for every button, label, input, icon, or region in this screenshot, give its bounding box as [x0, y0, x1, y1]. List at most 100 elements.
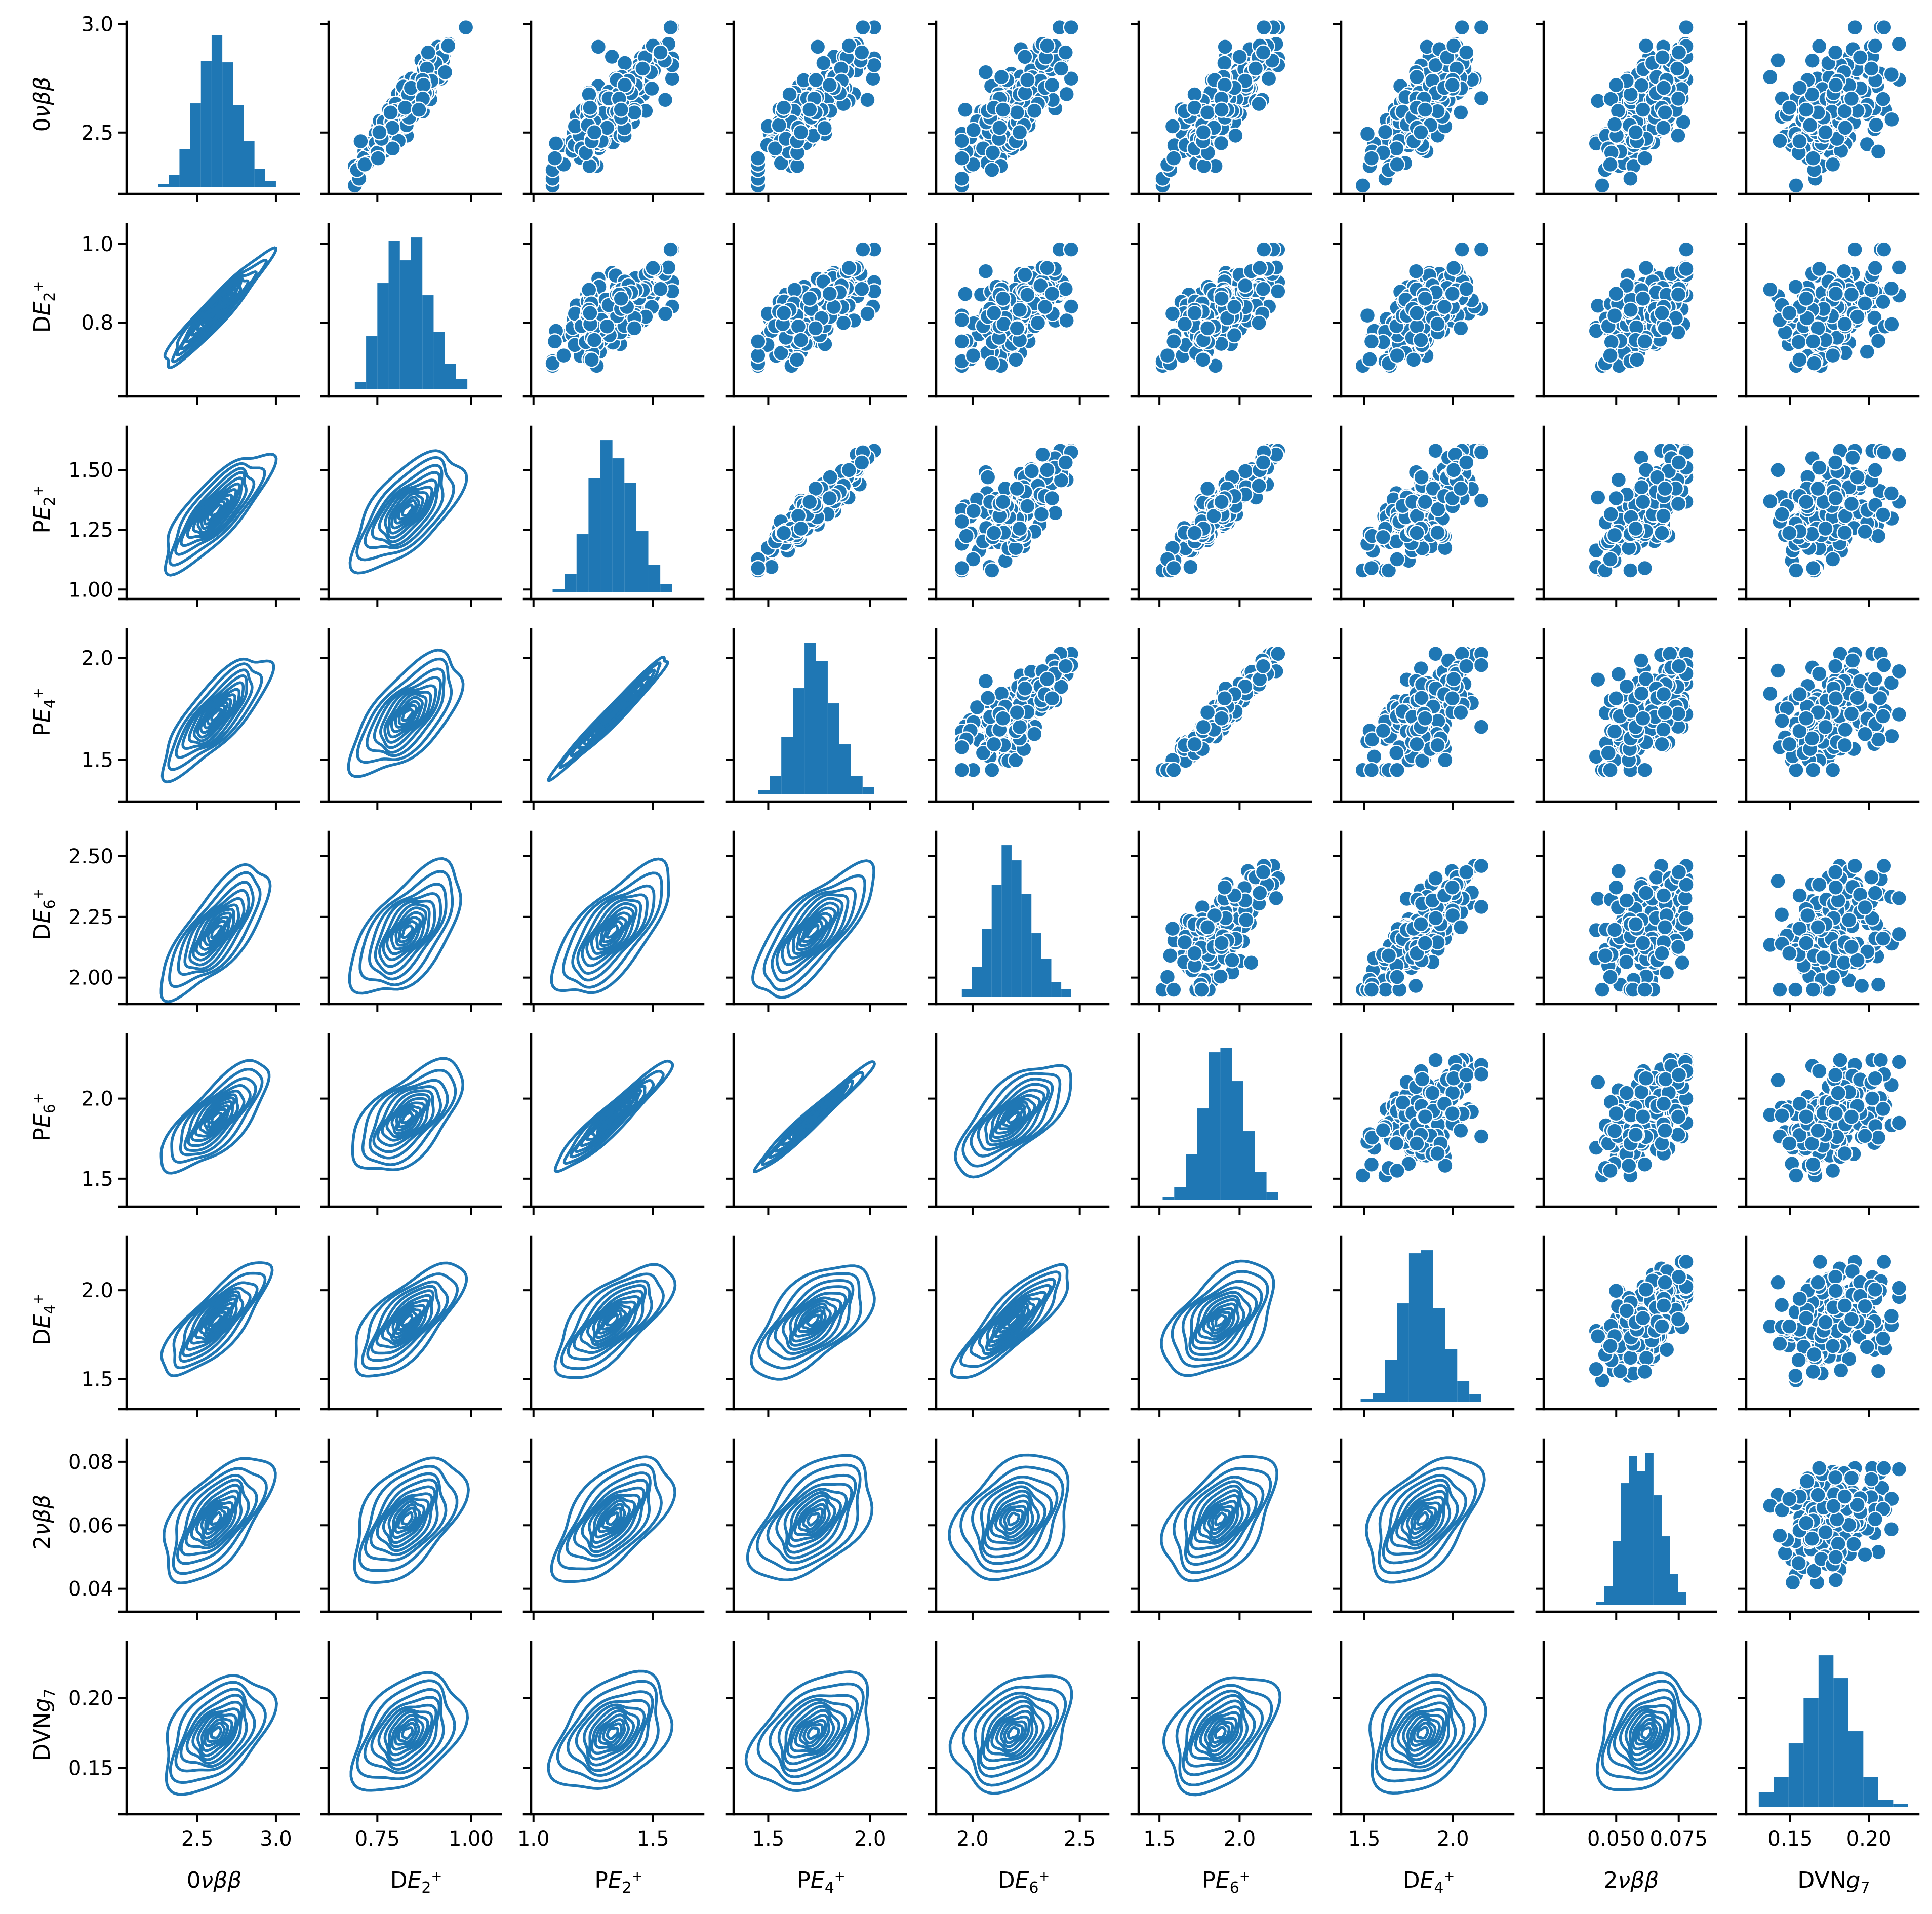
- scatter-point: [1609, 102, 1627, 119]
- histogram-bar: [354, 382, 367, 389]
- scatter-point: [1454, 19, 1470, 36]
- scatter-point: [1213, 494, 1230, 510]
- scatter-point: [1670, 90, 1687, 107]
- scatter-point: [1622, 170, 1639, 187]
- scatter-point: [1247, 60, 1264, 77]
- histogram-bar: [456, 379, 468, 389]
- scatter-point: [775, 99, 792, 116]
- scatter-point: [1231, 49, 1248, 65]
- scatter-point: [1195, 719, 1212, 736]
- scatter-point: [977, 673, 994, 690]
- panel-0vbb-vs-2vbb: [1535, 19, 1717, 202]
- scatter-point: [750, 347, 767, 364]
- histogram-bar: [816, 661, 828, 794]
- scatter-point: [1843, 90, 1860, 107]
- y-tick-label: 2.0: [81, 647, 113, 670]
- scatter-point: [1063, 70, 1079, 87]
- scatter-point: [1405, 351, 1422, 368]
- scatter-point: [979, 690, 996, 706]
- scatter-point: [1810, 260, 1828, 277]
- scatter-point: [1837, 119, 1854, 136]
- histogram-bar: [244, 141, 255, 187]
- scatter-point: [1602, 156, 1619, 173]
- panel-PE4-vs-PE6: [1130, 628, 1312, 810]
- histogram-bar: [366, 336, 378, 389]
- scatter-point: [953, 133, 971, 149]
- scatter-point: [1034, 446, 1051, 463]
- panel-DE2-vs-PE2: [522, 223, 705, 405]
- scatter-point: [1843, 286, 1860, 303]
- histogram-bar: [781, 737, 793, 794]
- scatter-point: [1186, 304, 1203, 322]
- scatter-point: [1868, 116, 1884, 133]
- scatter-point: [953, 170, 971, 187]
- scatter-point: [859, 305, 876, 322]
- scatter-point: [1669, 60, 1686, 77]
- scatter-point: [1458, 454, 1475, 471]
- scatter-point: [1165, 560, 1182, 577]
- histogram-bar: [793, 688, 805, 794]
- scatter-point: [613, 101, 629, 118]
- scatter-point: [1039, 37, 1056, 54]
- scatter-point: [1844, 449, 1861, 466]
- scatter-point: [1473, 19, 1490, 36]
- scatter-point: [1876, 444, 1893, 461]
- histogram-bar: [422, 295, 434, 389]
- panel-PE2-vs-PE4: [725, 425, 907, 607]
- scatter-point: [1824, 551, 1841, 568]
- scatter-point: [1417, 101, 1434, 118]
- histogram-bar: [399, 260, 411, 389]
- scatter-point: [582, 304, 598, 322]
- histogram-bar: [660, 584, 672, 592]
- scatter-point: [657, 305, 674, 322]
- histogram-bar: [254, 169, 265, 187]
- scatter-point: [1039, 462, 1056, 478]
- scatter-point: [616, 76, 633, 94]
- scatter-point: [598, 318, 616, 335]
- panel-DE2-vs-2vbb: [1535, 223, 1717, 405]
- scatter-point: [855, 19, 871, 36]
- scatter-point: [662, 19, 679, 36]
- scatter-point: [457, 19, 474, 36]
- scatter-point: [994, 710, 1012, 727]
- scatter-point: [1043, 490, 1061, 507]
- scatter-point: [1836, 315, 1853, 333]
- scatter-point: [1216, 76, 1233, 94]
- panel-DE2-vs-DE2: [320, 223, 502, 405]
- histogram-bar: [445, 364, 456, 389]
- scatter-point: [1890, 446, 1908, 463]
- scatter-point: [1017, 49, 1033, 65]
- histogram-bar: [169, 175, 180, 187]
- scatter-point: [953, 762, 971, 778]
- y-tick-label: 1.5: [81, 749, 113, 772]
- scatter-point: [775, 304, 792, 322]
- scatter-point: [1444, 76, 1461, 94]
- histogram-bar: [411, 237, 423, 389]
- scatter-point: [985, 736, 1002, 753]
- scatter-point: [1354, 177, 1372, 194]
- scatter-point: [953, 513, 971, 530]
- scatter-point: [1413, 124, 1429, 141]
- scatter-point: [581, 282, 597, 298]
- scatter-point: [1678, 260, 1695, 277]
- scatter-point: [1454, 241, 1470, 258]
- scatter-point: [1804, 150, 1822, 167]
- scatter-point: [1655, 79, 1672, 96]
- scatter-point: [1260, 70, 1277, 87]
- scatter-point: [994, 101, 1012, 118]
- scatter-point: [546, 333, 564, 350]
- scatter-point: [1008, 351, 1024, 368]
- scatter-point: [371, 124, 388, 141]
- scatter-point: [807, 320, 824, 337]
- scatter-point: [1256, 241, 1272, 258]
- scatter-point: [1389, 347, 1405, 364]
- scatter-point: [1009, 320, 1026, 337]
- scatter-point: [1063, 19, 1079, 36]
- scatter-point: [1453, 480, 1469, 497]
- scatter-point: [643, 80, 660, 97]
- scatter-point: [1857, 523, 1873, 540]
- y-tick-label: 1.25: [68, 519, 113, 542]
- scatter-point: [773, 154, 789, 172]
- scatter-point: [1417, 494, 1434, 510]
